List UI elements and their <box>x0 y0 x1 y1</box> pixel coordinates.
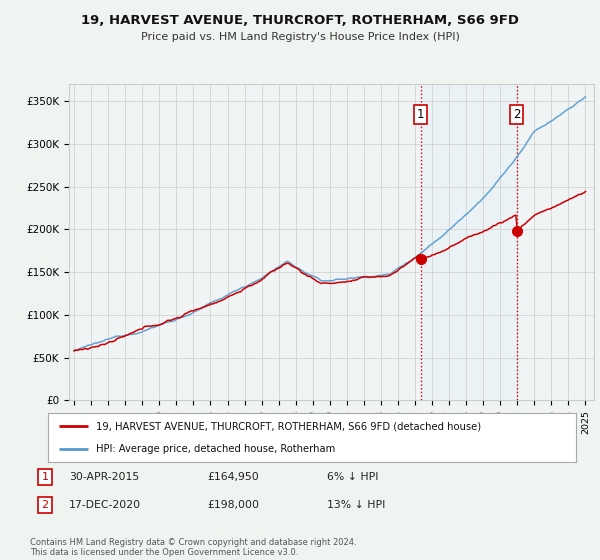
Text: HPI: Average price, detached house, Rotherham: HPI: Average price, detached house, Roth… <box>95 444 335 454</box>
Text: 2: 2 <box>41 500 49 510</box>
Text: 6% ↓ HPI: 6% ↓ HPI <box>327 472 379 482</box>
Text: £164,950: £164,950 <box>207 472 259 482</box>
Text: 1: 1 <box>417 108 424 120</box>
Text: 19, HARVEST AVENUE, THURCROFT, ROTHERHAM, S66 9FD (detached house): 19, HARVEST AVENUE, THURCROFT, ROTHERHAM… <box>95 421 481 431</box>
Text: 13% ↓ HPI: 13% ↓ HPI <box>327 500 385 510</box>
Bar <box>421 84 517 400</box>
Text: Price paid vs. HM Land Registry's House Price Index (HPI): Price paid vs. HM Land Registry's House … <box>140 32 460 43</box>
Text: Contains HM Land Registry data © Crown copyright and database right 2024.
This d: Contains HM Land Registry data © Crown c… <box>30 538 356 557</box>
Text: 2: 2 <box>513 108 520 120</box>
Text: 1: 1 <box>41 472 49 482</box>
Text: 30-APR-2015: 30-APR-2015 <box>69 472 139 482</box>
Text: 17-DEC-2020: 17-DEC-2020 <box>69 500 141 510</box>
Text: 19, HARVEST AVENUE, THURCROFT, ROTHERHAM, S66 9FD: 19, HARVEST AVENUE, THURCROFT, ROTHERHAM… <box>81 14 519 27</box>
Text: £198,000: £198,000 <box>207 500 259 510</box>
